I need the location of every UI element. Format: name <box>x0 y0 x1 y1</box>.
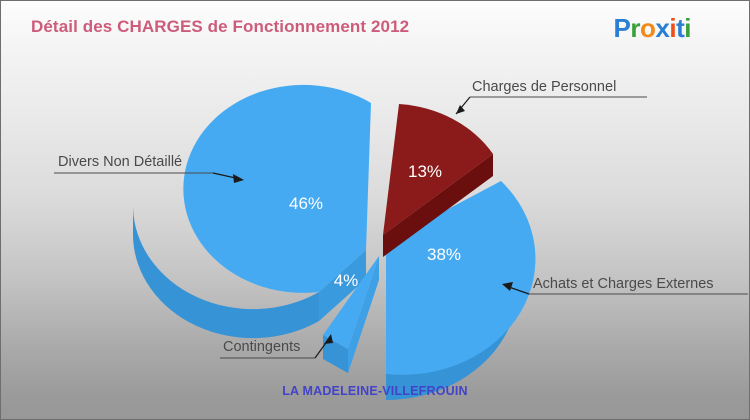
logo-letter-p: P <box>613 13 631 43</box>
pie-slice-personnel-side <box>383 154 493 257</box>
callout-achats-et-charges-externes[interactable]: Achats et Charges Externes <box>502 276 748 295</box>
pie-slice-achats-charges-externes[interactable] <box>386 181 536 400</box>
pie-slice-achats-top <box>386 181 536 375</box>
pie-slice-contingents-top <box>323 256 379 349</box>
callout-label-divers-non-detaille: Divers Non Détaillé <box>58 154 182 170</box>
logo-letter-x: x <box>655 13 670 43</box>
pie-label-achats-percent: 38% <box>427 245 461 264</box>
callout-label-contingents: Contingents <box>223 339 300 355</box>
callout-contingents[interactable]: Contingents <box>220 334 333 359</box>
pie-slice-charges-de-personnel[interactable] <box>383 104 493 257</box>
pie-slice-divers-non-detaille[interactable] <box>133 84 371 339</box>
logo-letter-i2: i <box>684 13 691 43</box>
page-title: Détail des CHARGES de Fonctionnement 201… <box>31 17 410 36</box>
logo-letter-t: t <box>676 13 685 43</box>
pie-label-contingents-percent: 4% <box>334 271 359 290</box>
logo-letter-o: o <box>640 13 656 43</box>
pie-label-divers-percent: 46% <box>289 194 323 213</box>
callout-label-achats-et-charges-externes: Achats et Charges Externes <box>533 276 714 292</box>
callout-charges-de-personnel[interactable]: Charges de Personnel <box>455 79 647 115</box>
arrow-head-charges-de-personnel <box>456 105 465 114</box>
pie-slice-contingents-side <box>323 335 348 373</box>
arrow-head-achats-et-charges-externes <box>502 282 513 291</box>
logo-letter-i1: i <box>669 13 677 43</box>
arrow-head-divers-non-detaille <box>233 174 244 183</box>
callout-divers-non-detaille[interactable]: Divers Non Détaillé <box>54 154 244 183</box>
logo-letter-r: r <box>630 13 640 43</box>
pie-slice-divers-top <box>183 84 371 293</box>
pie-slice-contingents-side2 <box>348 256 379 373</box>
pie-label-personnel-percent: 13% <box>408 162 442 181</box>
pie-slice-divers-side <box>133 207 319 339</box>
pie-slice-divers-side-edge <box>319 250 366 321</box>
proxiti-logo[interactable]: Proxiti <box>613 13 692 44</box>
pie-slice-contingents[interactable] <box>323 256 379 373</box>
callout-label-charges-de-personnel: Charges de Personnel <box>472 79 616 95</box>
pie-slice-personnel-top <box>383 104 493 235</box>
arrow-head-contingents <box>324 334 333 344</box>
commune-name: LA MADELEINE-VILLEFROUIN <box>282 384 468 398</box>
